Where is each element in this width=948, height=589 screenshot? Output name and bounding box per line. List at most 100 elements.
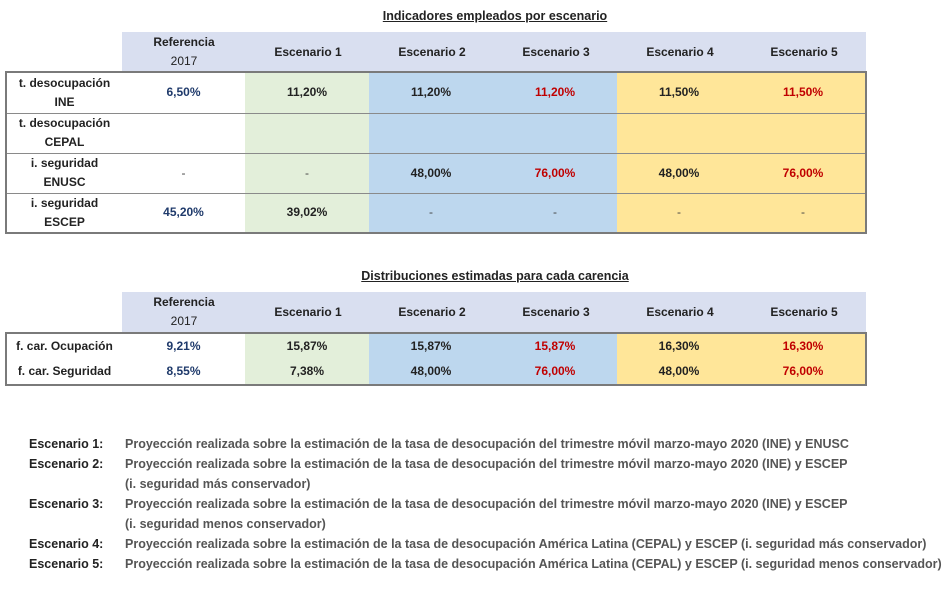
table2-body: f. car. Ocupación 9,21% 15,87% 15,87% 15… <box>7 334 865 384</box>
cell-scenario-2: 48,00% <box>369 359 493 384</box>
header-scenario-1: Escenario 1 <box>246 292 370 332</box>
header-reference: Referencia 2017 <box>122 292 246 332</box>
row-label-line1: t. desocupación <box>18 75 111 90</box>
cell-scenario-3: 11,20% <box>493 73 617 113</box>
cell-scenario-1: 15,87% <box>245 334 369 359</box>
table2-header-row: Referencia 2017 Escenario 1 Escenario 2 … <box>6 292 866 332</box>
cell-scenario-1: 39,02% <box>245 192 369 232</box>
cell-scenario-1: - <box>245 152 369 193</box>
header-reference-year: 2017 <box>170 54 198 68</box>
header-scenario-4: Escenario 4 <box>618 292 742 332</box>
table1-body: t. desocupación INE 6,50% 11,20% 11,20% … <box>7 73 865 232</box>
cell-scenario-5: 11,50% <box>741 73 865 113</box>
table-row: t. desocupación INE 6,50% 11,20% 11,20% … <box>7 73 865 113</box>
header-scenario-3: Escenario 3 <box>494 32 618 72</box>
table1-title: Indicadores empleados por escenario <box>382 9 608 23</box>
note-line: (i. seguridad más conservador) <box>125 477 311 491</box>
header-scenario-2: Escenario 2 <box>370 292 494 332</box>
header-scenario-1: Escenario 1 <box>246 32 370 72</box>
note-label: Escenario 2: <box>29 457 104 471</box>
cell-scenario-1: 7,38% <box>245 359 369 384</box>
row-label-line2: ENUSC <box>43 175 86 189</box>
cell-scenario-5: 16,30% <box>741 334 865 359</box>
note-line: Proyección realizada sobre la estimación… <box>125 497 848 511</box>
table2-title: Distribuciones estimadas para cada caren… <box>361 269 629 283</box>
header-blank <box>6 292 122 332</box>
note-label: Escenario 4: <box>29 537 104 551</box>
cell-scenario-4: 48,00% <box>617 152 741 193</box>
note-scenario-5: Escenario 5: Proyección realizada sobre … <box>29 554 942 574</box>
header-reference: Referencia 2017 <box>122 32 246 72</box>
indicators-table: Referencia 2017 Escenario 1 Escenario 2 … <box>6 32 866 72</box>
row-label-line2: ESCEP <box>44 214 85 229</box>
note-text: Proyección realizada sobre la estimación… <box>125 434 849 454</box>
note-line: Proyección realizada sobre la estimación… <box>125 557 942 571</box>
cell-scenario-4: - <box>617 192 741 232</box>
note-text: Proyección realizada sobre la estimación… <box>125 454 848 494</box>
row-label-line1: i. seguridad <box>30 156 99 170</box>
cell-scenario-3: 76,00% <box>493 359 617 384</box>
header-blank <box>6 32 122 72</box>
cell-reference <box>122 112 245 153</box>
note-text: Proyección realizada sobre la estimación… <box>125 554 942 574</box>
note-line: (i. seguridad menos conservador) <box>125 517 326 531</box>
note-label: Escenario 3: <box>29 497 104 511</box>
cell-reference: 6,50% <box>122 73 245 113</box>
row-label: f. car. Ocupación <box>7 334 122 359</box>
cell-reference: 45,20% <box>122 192 245 232</box>
cell-scenario-5: 76,00% <box>741 359 865 384</box>
note-line: Proyección realizada sobre la estimación… <box>125 437 849 451</box>
note-scenario-3: Escenario 3: Proyección realizada sobre … <box>29 494 942 534</box>
header-scenario-5: Escenario 5 <box>742 292 866 332</box>
note-line: Proyección realizada sobre la estimación… <box>125 457 848 471</box>
note-scenario-2: Escenario 2: Proyección realizada sobre … <box>29 454 942 494</box>
header-reference-year: 2017 <box>170 314 198 328</box>
cell-scenario-3: 76,00% <box>493 152 617 193</box>
header-reference-label: Referencia <box>153 295 215 309</box>
cell-scenario-2: 15,87% <box>369 334 493 359</box>
cell-scenario-3 <box>493 112 617 153</box>
cell-scenario-5: 76,00% <box>741 152 865 193</box>
row-label-line1: i. seguridad <box>30 195 99 210</box>
table1-header-row: Referencia 2017 Escenario 1 Escenario 2 … <box>6 32 866 72</box>
note-text: Proyección realizada sobre la estimación… <box>125 494 848 534</box>
cell-scenario-3: - <box>493 192 617 232</box>
header-scenario-3: Escenario 3 <box>494 292 618 332</box>
cell-scenario-4 <box>617 112 741 153</box>
note-label: Escenario 5: <box>29 557 104 571</box>
note-label: Escenario 1: <box>29 437 104 451</box>
scenario-notes: Escenario 1: Proyección realizada sobre … <box>29 434 942 574</box>
cell-scenario-4: 16,30% <box>617 334 741 359</box>
cell-reference: 8,55% <box>122 359 245 384</box>
cell-scenario-2: - <box>369 192 493 232</box>
header-scenario-2: Escenario 2 <box>370 32 494 72</box>
header-reference-label: Referencia <box>153 35 215 49</box>
header-scenario-4: Escenario 4 <box>618 32 742 72</box>
cell-scenario-4: 48,00% <box>617 359 741 384</box>
cell-scenario-1 <box>245 112 369 153</box>
note-scenario-1: Escenario 1: Proyección realizada sobre … <box>29 434 942 454</box>
row-label: i. seguridad ESCEP <box>7 192 122 232</box>
cell-scenario-3: 15,87% <box>493 334 617 359</box>
cell-scenario-5 <box>741 112 865 153</box>
header-scenario-5: Escenario 5 <box>742 32 866 72</box>
note-text: Proyección realizada sobre la estimación… <box>125 534 926 554</box>
table-row: f. car. Seguridad 8,55% 7,38% 48,00% 76,… <box>7 359 865 384</box>
note-scenario-4: Escenario 4: Proyección realizada sobre … <box>29 534 942 554</box>
cell-scenario-1: 11,20% <box>245 73 369 113</box>
row-label: i. seguridad ENUSC <box>7 152 122 193</box>
note-line: Proyección realizada sobre la estimación… <box>125 537 927 551</box>
table-row: i. seguridad ESCEP 45,20% 39,02% - - - - <box>7 192 865 232</box>
row-label-line1: t. desocupación <box>18 116 111 130</box>
row-label-line2: CEPAL <box>44 135 85 149</box>
row-label: t. desocupación INE <box>7 73 122 113</box>
cell-reference: - <box>122 152 245 193</box>
table-row: t. desocupación CEPAL <box>7 112 865 153</box>
cell-scenario-2: 11,20% <box>369 73 493 113</box>
distributions-table-header: Referencia 2017 Escenario 1 Escenario 2 … <box>6 292 866 332</box>
row-label: f. car. Seguridad <box>7 359 122 384</box>
cell-scenario-5: - <box>741 192 865 232</box>
cell-reference: 9,21% <box>122 334 245 359</box>
table-row: f. car. Ocupación 9,21% 15,87% 15,87% 15… <box>7 334 865 359</box>
cell-scenario-4: 11,50% <box>617 73 741 113</box>
